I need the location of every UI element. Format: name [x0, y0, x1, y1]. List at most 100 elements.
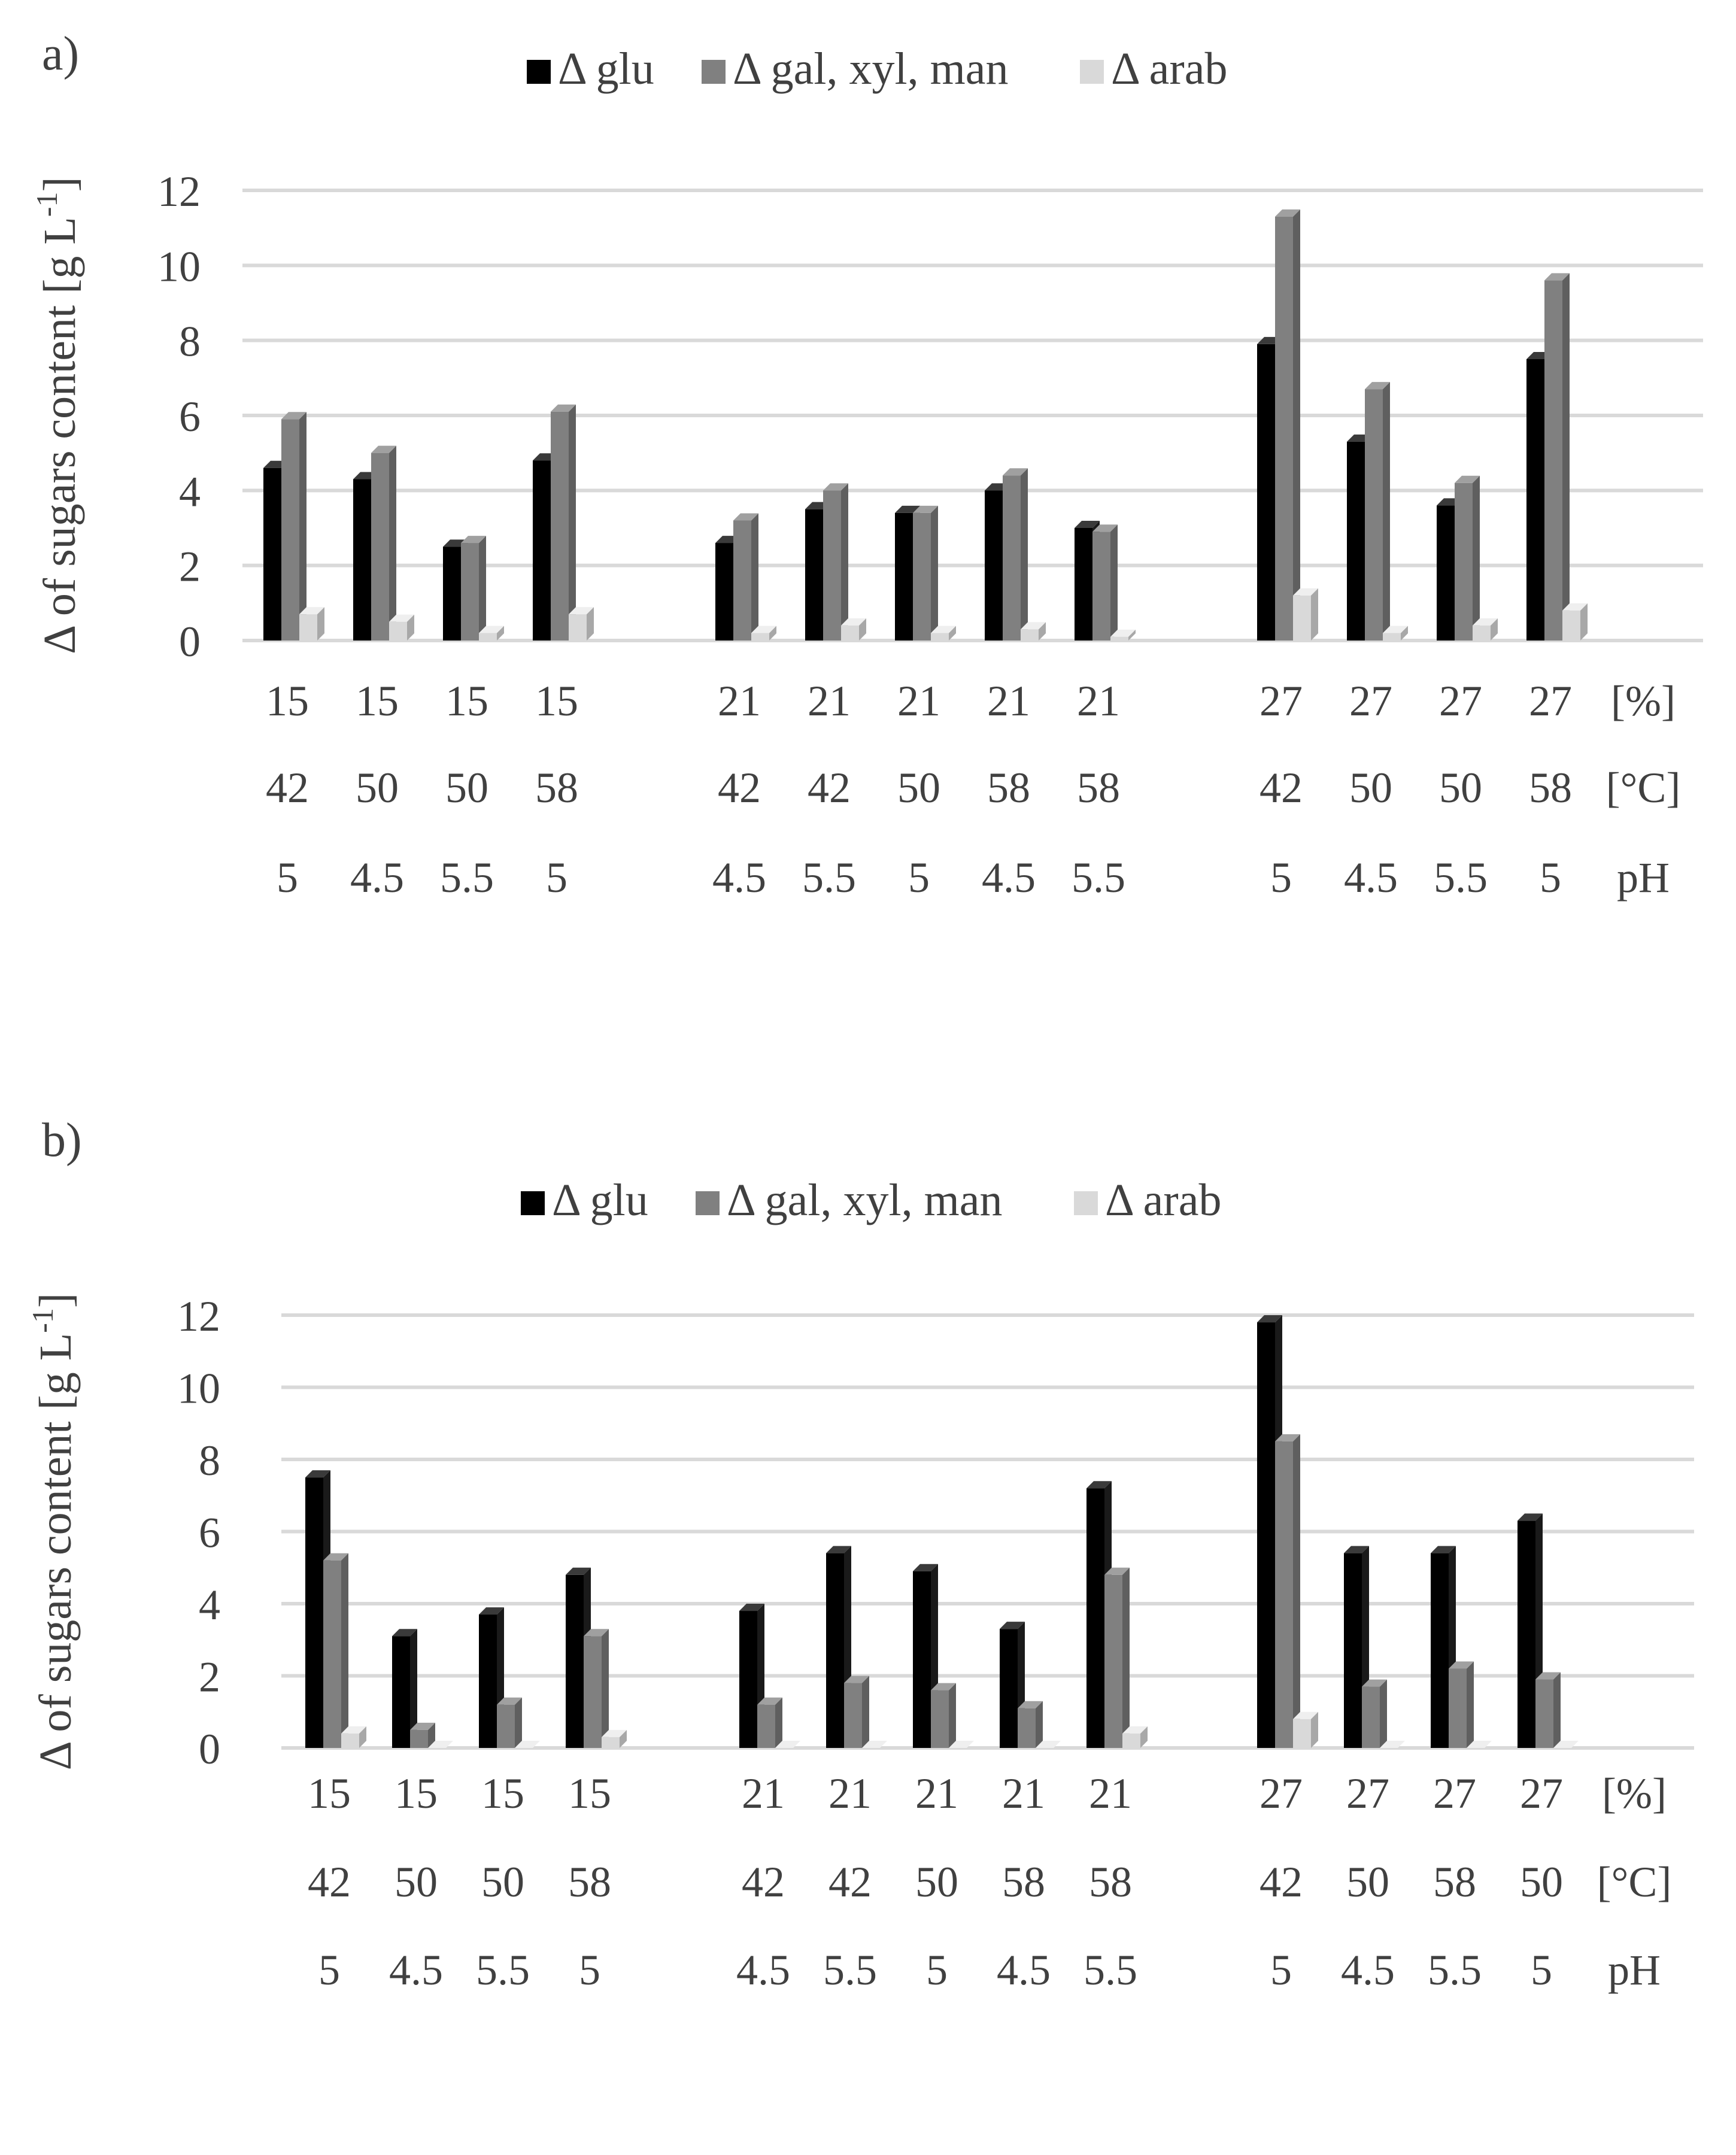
- bar: [1275, 216, 1293, 641]
- bar-top: [823, 483, 848, 491]
- bar: [1473, 625, 1491, 641]
- bar-side: [1562, 273, 1570, 641]
- bar-top: [913, 1564, 938, 1571]
- bar-top: [569, 607, 594, 615]
- bar: [1075, 528, 1092, 641]
- x-tick-label: 42: [718, 764, 761, 812]
- bar: [263, 468, 281, 641]
- bar-top: [931, 626, 956, 633]
- x-tick-label: 5: [1270, 854, 1292, 902]
- legend-label: Δ arab: [1111, 44, 1227, 94]
- y-axis-label-bracket: ]: [35, 177, 85, 192]
- bar-top: [389, 614, 414, 622]
- bar: [461, 543, 479, 641]
- bar-top: [757, 1697, 782, 1705]
- bar-top: [323, 1553, 348, 1561]
- bar-top: [305, 1470, 330, 1478]
- legend-swatch: [696, 1191, 720, 1215]
- x-tick-label: 21: [915, 1769, 958, 1817]
- x-tick-label: 5: [318, 1946, 340, 1994]
- x-tick-label: 27: [1433, 1769, 1476, 1817]
- bar-top: [1021, 622, 1046, 630]
- x-tick-label: 50: [356, 764, 399, 812]
- x-tick-label: 4.5: [1341, 1946, 1395, 1994]
- bar-chart-a: 0 2 4 6 8 10 12 Δ of sugars content [g L-1] Δ gl…: [30, 44, 1703, 902]
- x-tick-label: 21: [808, 677, 851, 725]
- x-tick-label: 15: [568, 1769, 611, 1817]
- bar-top: [844, 1676, 869, 1683]
- bar: [410, 1729, 428, 1748]
- x-tick-label: 15: [266, 677, 309, 725]
- bar-side: [949, 626, 956, 641]
- y-tick-label: 2: [179, 543, 201, 591]
- panel-label: b): [42, 1114, 82, 1167]
- x-tick-label: 4.5: [982, 854, 1036, 902]
- legend-label: Δ glu: [558, 44, 654, 94]
- bar: [443, 547, 461, 641]
- bar: [1535, 1679, 1553, 1748]
- x-tick-label: 27: [1520, 1769, 1563, 1817]
- bar-side: [359, 1726, 366, 1748]
- x-tick-label: 58: [568, 1858, 611, 1906]
- bar: [1344, 1553, 1362, 1748]
- bar-side: [1580, 603, 1588, 641]
- x-tick-label: 5: [1540, 854, 1561, 902]
- bar-top: [515, 1741, 540, 1748]
- x-tick-label: 5: [1531, 1946, 1552, 1994]
- x-tick-label: 50: [1439, 764, 1482, 812]
- bar: [1526, 359, 1544, 641]
- bar-side: [569, 404, 576, 641]
- x-tick-label: 50: [394, 1858, 438, 1906]
- bar: [1562, 610, 1580, 641]
- legend-swatch: [702, 60, 726, 84]
- bar-top: [1473, 618, 1498, 626]
- x-tick-label: 21: [718, 677, 761, 725]
- x-tick-label: 50: [445, 764, 488, 812]
- bar-top: [1257, 1315, 1282, 1323]
- bar-top: [1449, 1661, 1474, 1669]
- bar: [1257, 1322, 1275, 1748]
- bar-top: [1018, 1701, 1043, 1708]
- bar-top: [461, 536, 486, 544]
- x-tick-label: 58: [535, 764, 578, 812]
- x-tick-label: 50: [1349, 764, 1392, 812]
- y-tick-label: 8: [199, 1437, 220, 1485]
- y-axis-label: Δ of sugars content [g L-1]: [26, 1293, 81, 1771]
- bar: [913, 512, 931, 641]
- y-tick-label: 12: [177, 1292, 220, 1340]
- y-axis-label-bracket: ]: [31, 1293, 81, 1308]
- bar-side: [317, 607, 324, 641]
- x-tick-label: 15: [535, 677, 578, 725]
- bar-top: [584, 1629, 609, 1637]
- bar-side: [1021, 468, 1028, 641]
- bar-side: [775, 1697, 782, 1748]
- bar: [985, 490, 1003, 641]
- bar-side: [515, 1697, 522, 1748]
- x-tick-label: 5.5: [823, 1946, 877, 1994]
- x-tick-label: 5: [579, 1946, 600, 1994]
- bar-side: [479, 536, 486, 641]
- bar-top: [602, 1729, 627, 1737]
- x-tick-label: 5: [277, 854, 298, 902]
- bar-top: [479, 1607, 504, 1615]
- bar-top: [1362, 1679, 1387, 1687]
- bar-top: [1467, 1741, 1492, 1748]
- bar-top: [1003, 468, 1028, 476]
- y-tick-label: 6: [199, 1509, 220, 1557]
- bar-side: [931, 505, 938, 641]
- bar: [1518, 1520, 1535, 1748]
- y-tick-label: 8: [179, 318, 201, 366]
- x-tick-label: 5.5: [440, 854, 494, 902]
- bar-top: [1086, 1481, 1112, 1489]
- chart-panel-b: b) 0 2 4 6 8 10 12 Δ of sugars content [g L-1] Δ…: [0, 1114, 1736, 2155]
- bar-top: [1431, 1546, 1456, 1553]
- bar-top: [1036, 1741, 1061, 1748]
- bar-top: [1344, 1546, 1369, 1553]
- bar: [584, 1636, 602, 1748]
- bar-top: [949, 1741, 974, 1748]
- bar-top: [1075, 521, 1100, 528]
- x-tick-label: 15: [481, 1769, 524, 1817]
- bar: [757, 1704, 775, 1748]
- legend-swatch: [1074, 1191, 1098, 1215]
- bar-top: [1535, 1672, 1561, 1680]
